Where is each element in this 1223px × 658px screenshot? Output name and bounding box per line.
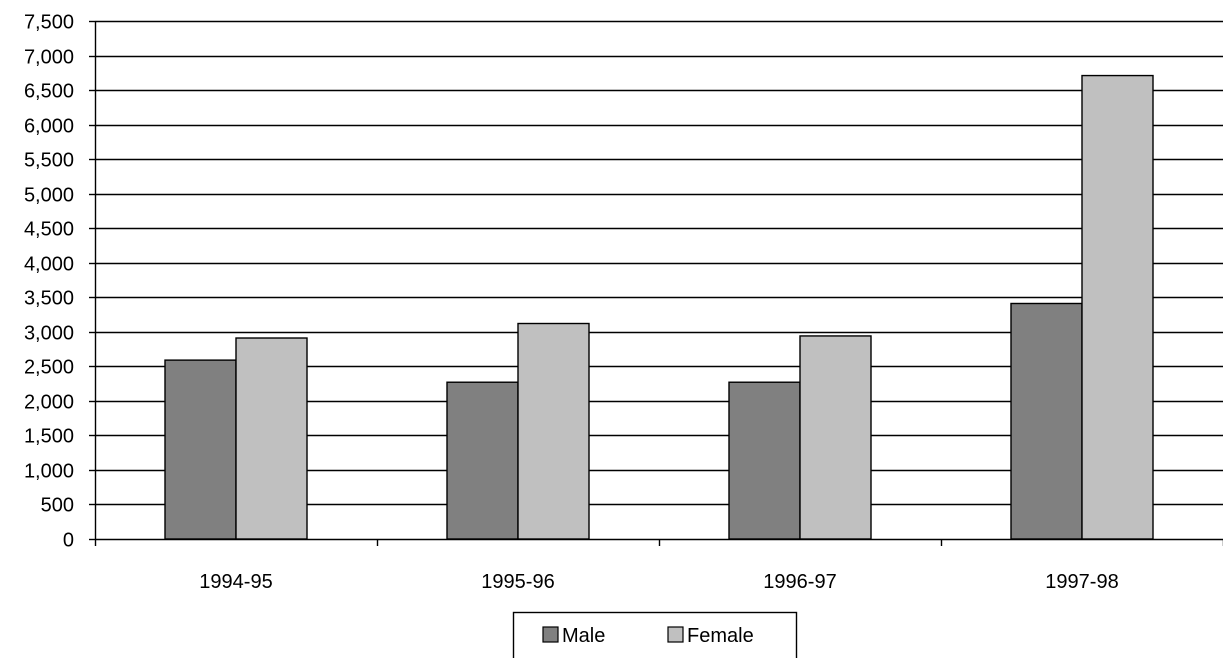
y-tick-label: 2,500 xyxy=(24,357,74,379)
legend: Male Female xyxy=(512,611,798,658)
legend-swatch-male xyxy=(542,626,559,643)
y-tick-label: 1,500 xyxy=(24,426,74,448)
x-tick-label: 1996-97 xyxy=(763,571,836,593)
legend-label-female: Female xyxy=(687,625,754,647)
y-tick-label: 2,000 xyxy=(24,392,74,414)
legend-box xyxy=(512,611,798,658)
y-tick-label: 6,500 xyxy=(24,81,74,103)
bar-female xyxy=(799,335,872,540)
y-tick-label: 0 xyxy=(63,530,74,552)
y-tick-label: 3,500 xyxy=(24,288,74,310)
y-tick-label: 4,000 xyxy=(24,254,74,276)
y-tick-label: 6,000 xyxy=(24,116,74,138)
y-tick-label: 5,500 xyxy=(24,150,74,172)
bar-male xyxy=(1010,302,1083,540)
y-tick-label: 4,500 xyxy=(24,219,74,241)
y-tick-label: 3,000 xyxy=(24,323,74,345)
legend-swatch-female xyxy=(667,626,684,643)
y-tick-label: 1,000 xyxy=(24,461,74,483)
y-tick-label: 7,000 xyxy=(24,47,74,69)
bar-male xyxy=(446,381,519,540)
legend-label-male: Male xyxy=(562,625,605,647)
bar-male xyxy=(164,359,237,540)
y-tick-label: 5,000 xyxy=(24,185,74,207)
x-tick-label: 1995-96 xyxy=(481,571,554,593)
axes: 0 500 1,000 1,500 2,000 2,500 3,000 3,500 4,000 4… xyxy=(24,12,1223,593)
bar-female xyxy=(517,322,590,540)
bar-female xyxy=(235,337,308,540)
bars xyxy=(164,74,1154,540)
gridlines xyxy=(95,20,1223,506)
bar-male xyxy=(728,381,801,540)
y-tick-label: 500 xyxy=(41,495,74,517)
bar-female xyxy=(1081,74,1154,540)
y-tick-label: 7,500 xyxy=(24,12,74,34)
x-tick-label: 1997-98 xyxy=(1045,571,1118,593)
x-tick-label: 1994-95 xyxy=(199,571,272,593)
